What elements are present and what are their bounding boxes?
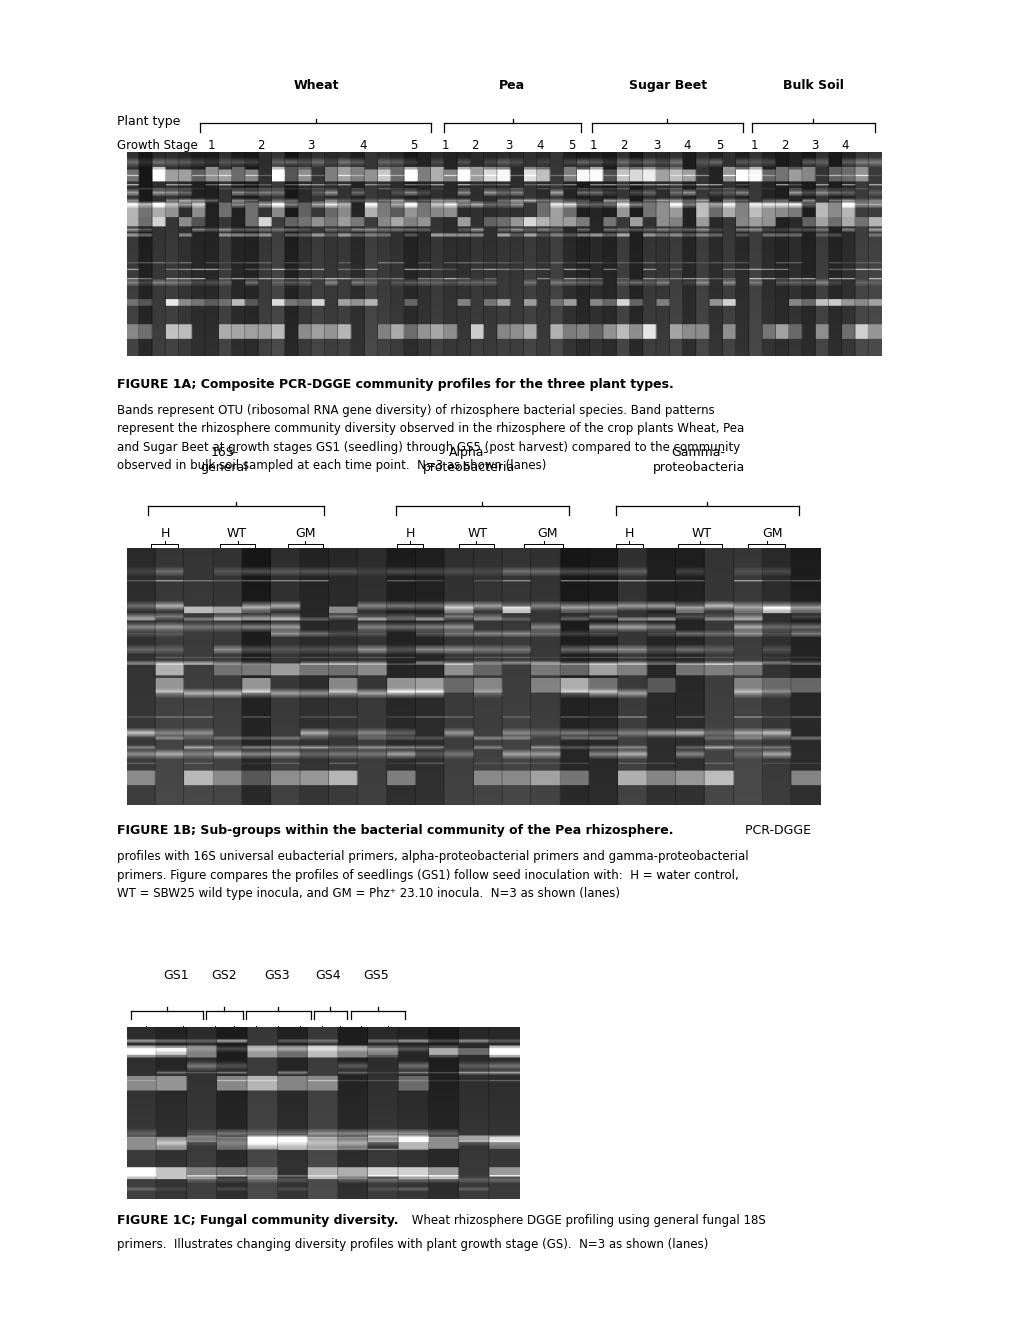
Text: GS3: GS3 [264, 969, 290, 982]
Text: 2: 2 [257, 139, 265, 152]
Text: FIGURE 1C; Fungal community diversity.: FIGURE 1C; Fungal community diversity. [117, 1214, 398, 1228]
Text: Growth Stage: Growth Stage [117, 139, 198, 152]
Text: H: H [624, 527, 634, 540]
Text: Wheat rhizosphere DGGE profiling using general fungal 18S: Wheat rhizosphere DGGE profiling using g… [408, 1214, 765, 1228]
Text: 4: 4 [536, 139, 544, 152]
Text: Alpha-
proteobacteria: Alpha- proteobacteria [423, 446, 515, 474]
Text: profiles with 16S universal eubacterial primers, alpha-proteobacterial primers a: profiles with 16S universal eubacterial … [117, 850, 748, 900]
Text: GS1: GS1 [163, 969, 190, 982]
Text: Gamma-
proteobacteria: Gamma- proteobacteria [652, 446, 744, 474]
Text: Bulk Soil: Bulk Soil [782, 79, 843, 92]
Text: 3: 3 [652, 139, 660, 152]
Text: 2: 2 [620, 139, 628, 152]
Text: WT: WT [467, 527, 487, 540]
Text: WT: WT [691, 527, 711, 540]
Text: Sugar Beet: Sugar Beet [629, 79, 706, 92]
Text: H: H [405, 527, 415, 540]
Text: 2: 2 [780, 139, 788, 152]
Text: GS2: GS2 [211, 969, 237, 982]
Text: GS5: GS5 [363, 969, 389, 982]
Text: 3: 3 [504, 139, 513, 152]
Text: H: H [160, 527, 170, 540]
Text: 1: 1 [589, 139, 597, 152]
Text: 16S-
general: 16S- general [201, 446, 248, 474]
Text: 1: 1 [207, 139, 215, 152]
Text: 5: 5 [410, 139, 418, 152]
Text: GM: GM [761, 527, 782, 540]
Text: 4: 4 [359, 139, 367, 152]
Text: Wheat: Wheat [293, 79, 338, 92]
Text: WT: WT [226, 527, 247, 540]
Text: FIGURE 1A; Composite PCR-DGGE community profiles for the three plant types.: FIGURE 1A; Composite PCR-DGGE community … [117, 378, 674, 391]
Text: Pea: Pea [498, 79, 525, 92]
Text: GS4: GS4 [315, 969, 341, 982]
Text: 3: 3 [307, 139, 315, 152]
Text: 5: 5 [568, 139, 576, 152]
Text: 1: 1 [441, 139, 449, 152]
Text: 5: 5 [715, 139, 723, 152]
Text: GM: GM [537, 527, 557, 540]
Text: primers.  Illustrates changing diversity profiles with plant growth stage (GS). : primers. Illustrates changing diversity … [117, 1238, 708, 1251]
Text: 4: 4 [683, 139, 691, 152]
Text: PCR-DGGE: PCR-DGGE [737, 824, 811, 837]
Text: GM: GM [296, 527, 316, 540]
Text: FIGURE 1B; Sub-groups within the bacterial community of the Pea rhizosphere.: FIGURE 1B; Sub-groups within the bacteri… [117, 824, 674, 837]
Text: 2: 2 [471, 139, 479, 152]
Text: 4: 4 [841, 139, 849, 152]
Text: Bands represent OTU (ribosomal RNA gene diversity) of rhizosphere bacterial spec: Bands represent OTU (ribosomal RNA gene … [117, 404, 744, 473]
Text: 3: 3 [810, 139, 818, 152]
Text: Plant type: Plant type [117, 115, 180, 128]
Text: 1: 1 [750, 139, 758, 152]
